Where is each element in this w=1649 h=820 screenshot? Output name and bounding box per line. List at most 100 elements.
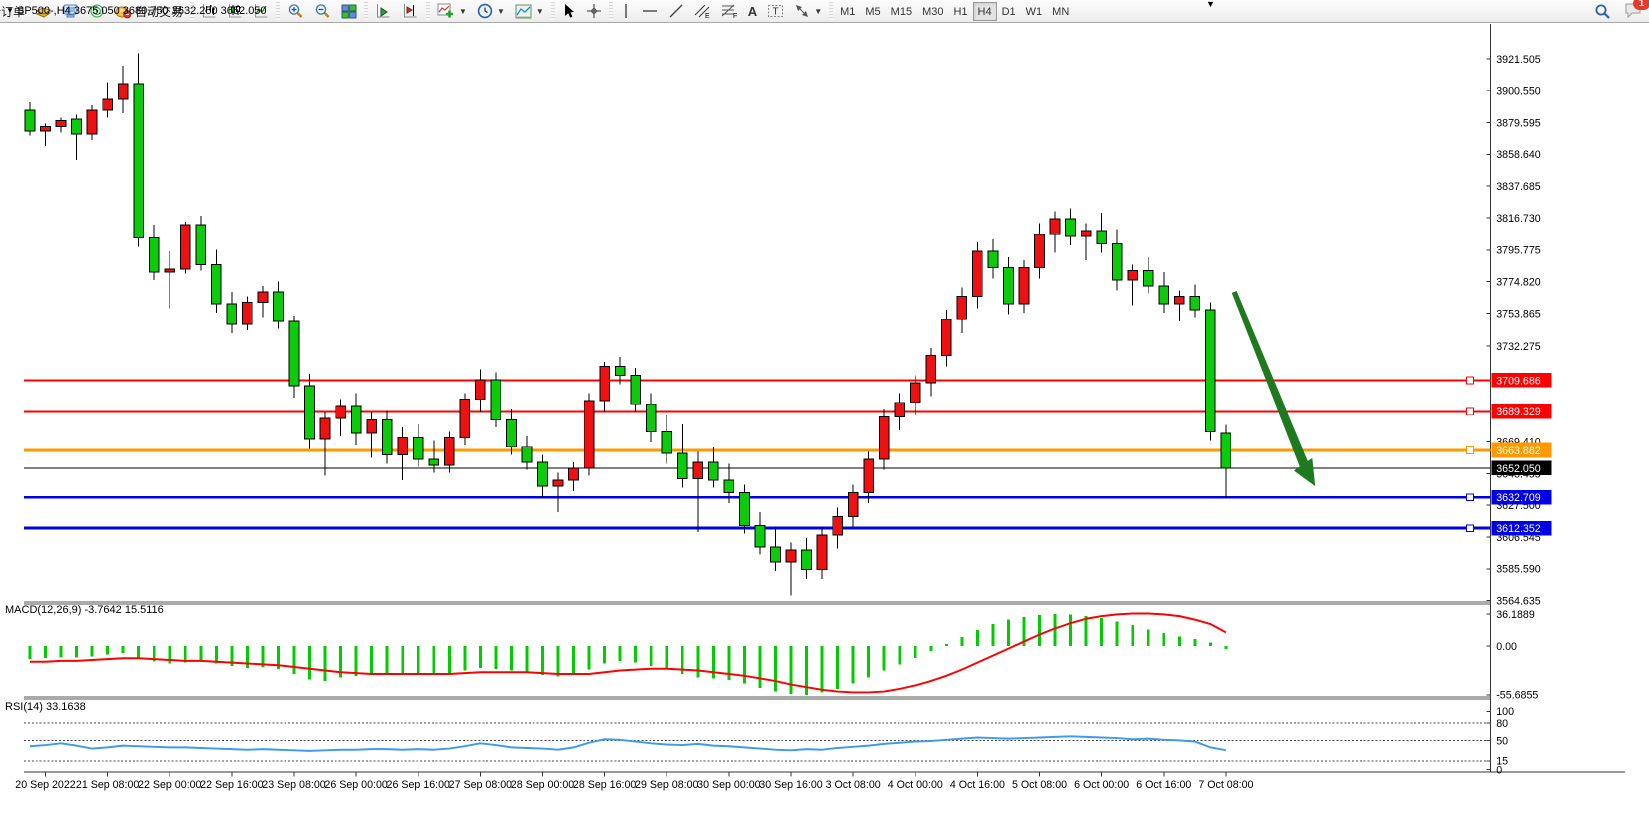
auto-trading-button[interactable]: 自动交易 [110, 1, 188, 21]
line-chart-icon [253, 3, 269, 19]
price-line-badge [1491, 520, 1552, 536]
text-label-button[interactable]: T [762, 1, 789, 21]
macd-histogram-bar [696, 645, 700, 678]
down-arrow-annotation[interactable] [1231, 290, 1310, 469]
timeframe-W1[interactable]: W1 [1021, 2, 1048, 21]
search-button[interactable] [1589, 2, 1616, 22]
time-tick-label: 30 Sep 00:00 [697, 779, 760, 791]
chat-icon [1624, 3, 1643, 22]
candle-body [350, 405, 362, 434]
candle-body [102, 98, 113, 111]
macd-indicator-label: MACD(12,26,9) -3.7642 15.5116 [5, 604, 164, 616]
zoom-in-button[interactable] [282, 1, 309, 21]
macd-histogram-bar [665, 645, 669, 670]
tile-windows-button[interactable] [336, 1, 362, 21]
macd-histogram-bar [1115, 621, 1119, 646]
macd-histogram-bar [261, 645, 265, 668]
candle-body [645, 403, 657, 433]
price-tick-label: 3900.550 [1496, 86, 1541, 98]
macd-histogram-bar [603, 645, 607, 664]
candle-body [1003, 267, 1014, 305]
new-order-button[interactable]: 新订单 [0, 1, 30, 21]
zoom-out-button[interactable] [309, 1, 336, 21]
timeframe-M5[interactable]: M5 [860, 2, 885, 21]
macd-histogram-bar [401, 645, 405, 674]
macd-histogram-bar [168, 645, 172, 664]
macd-tick-label: -55.6855 [1496, 690, 1538, 702]
tile-windows-icon [341, 4, 357, 19]
candle-body [443, 437, 455, 466]
candle-body [148, 236, 160, 273]
hline-handle-3709.686[interactable] [1466, 376, 1474, 385]
candle-body [614, 365, 626, 376]
text-button[interactable]: A [743, 1, 762, 21]
candle-body [1127, 270, 1139, 281]
macd-histogram-bar [1146, 629, 1150, 646]
chart-ohlc: 3675.050 3680.750 3632.250 3652.050 [73, 5, 267, 17]
chart-canvas[interactable]: 3921.505 3900.550 3879.595 3858.640 3837.685… [0, 24, 1649, 820]
candle-body [381, 418, 393, 455]
timeframe-M15[interactable]: M15 [886, 2, 917, 21]
chart-shift-button[interactable] [397, 1, 424, 21]
crosshair-button[interactable] [581, 1, 607, 21]
hline-handle-3689.329[interactable] [1466, 407, 1474, 416]
text-label-icon: T [767, 3, 784, 19]
timeframe-MN[interactable]: MN [1047, 2, 1074, 21]
equidistant-channel-icon: E [694, 3, 711, 19]
trendline-button[interactable] [663, 1, 689, 21]
chart-shift-marker[interactable]: ▼ [1206, 0, 1215, 9]
cursor-button[interactable] [557, 1, 581, 21]
toolbar: 新订单 自动交易 [0, 0, 1649, 23]
periods-button[interactable]: ▼ [472, 1, 510, 21]
toolbar-grip [190, 2, 195, 20]
timeframe-M1[interactable]: M1 [835, 2, 860, 21]
equidistant-channel-button[interactable]: E [689, 1, 716, 21]
hline-handle-3612.352[interactable] [1466, 524, 1474, 533]
hline-handle-3632.709[interactable] [1466, 493, 1474, 502]
macd-histogram-bar [463, 645, 467, 671]
templates-button[interactable]: ▼ [510, 1, 549, 21]
auto-scroll-button[interactable] [370, 1, 397, 21]
timeframe-H1[interactable]: H1 [948, 2, 972, 21]
macd-histogram-bar [929, 645, 933, 652]
macd-histogram-bar [1053, 614, 1057, 646]
timeframe-M30[interactable]: M30 [917, 2, 948, 21]
arrows-icon [794, 3, 810, 19]
market-depth-button[interactable] [30, 1, 57, 21]
hline-handle-3663.882[interactable] [1466, 446, 1474, 454]
candle-body [552, 479, 564, 487]
candle-body [894, 402, 906, 417]
fibonacci-button[interactable]: F [716, 1, 743, 21]
terminal-button[interactable] [57, 1, 84, 21]
candle-body [1065, 218, 1076, 237]
time-tick-label: 21 Sep 08:00 [76, 779, 139, 791]
macd-histogram-bar [509, 645, 513, 671]
indicators-button[interactable]: ▼ [432, 1, 472, 21]
candlestick-chart-button[interactable] [222, 1, 248, 21]
new-order-label: 新订单 [0, 4, 26, 19]
vertical-line-button[interactable] [615, 1, 637, 21]
arrows-button[interactable]: ▼ [789, 1, 827, 21]
timeframe-group: M1 M5 M15 M30 H1 H4 D1 W1 MN [835, 1, 1074, 21]
down-arrow-annotation-head[interactable] [1293, 457, 1316, 487]
chart-area[interactable]: 3921.505 3900.550 3879.595 3858.640 3837.685… [0, 24, 1649, 820]
auto-trading-label: 自动交易 [135, 4, 184, 19]
candle-body [412, 437, 424, 460]
candle-body [909, 382, 921, 404]
bar-chart-button[interactable] [196, 1, 222, 21]
time-tick-label: 3 Oct 08:00 [826, 779, 881, 791]
horizontal-line-button[interactable] [637, 1, 663, 21]
signals-button[interactable] [84, 1, 110, 21]
collapse-arrow-icon[interactable]: ▼ [6, 6, 14, 15]
line-chart-button[interactable] [248, 1, 274, 21]
notifications[interactable]: 1 [1624, 0, 1649, 22]
macd-histogram-bar [634, 645, 638, 663]
macd-histogram-bar [525, 645, 529, 673]
timeframe-D1[interactable]: D1 [997, 2, 1021, 21]
price-tick-label: 3753.865 [1496, 308, 1541, 320]
macd-histogram-bar [199, 645, 203, 662]
chart-title: ▼ SP500-,H4 3675.050 3680.750 3632.250 3… [6, 5, 267, 17]
timeframe-H4[interactable]: H4 [972, 1, 997, 21]
macd-signal-line [29, 612, 1227, 694]
signal-icon [89, 4, 105, 19]
